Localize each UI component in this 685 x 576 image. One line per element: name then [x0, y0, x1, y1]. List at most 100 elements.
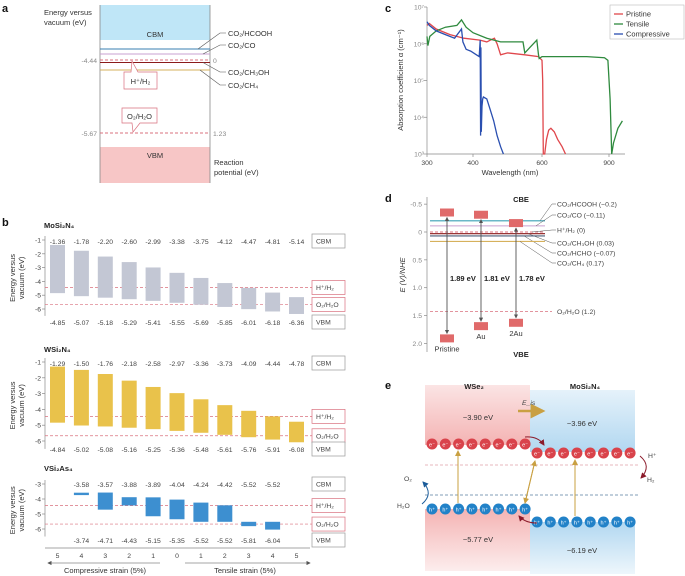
vbm-value: -5.61: [217, 447, 233, 454]
hole-circle: [439, 503, 451, 515]
hole-circle: [531, 516, 543, 528]
vbm-value: -5.55: [169, 320, 185, 327]
reference-label-h: H⁺/H₂: [316, 503, 334, 510]
vbm-value: -6.04: [265, 538, 281, 545]
level-label: H⁺/H₂ (0): [557, 228, 585, 235]
level-label: CO₂/HCOOH (−0.2): [557, 202, 617, 209]
band-bar: [193, 277, 209, 305]
x-tick-label: 3: [103, 553, 107, 560]
hole-circle: [466, 503, 478, 515]
label-co: CO₂/CO: [228, 41, 256, 50]
y-tick-label: 10⁴: [414, 115, 425, 122]
leader-co: [202, 44, 226, 55]
y-axis-label: E (V)/NHE: [398, 257, 407, 293]
level-label: CO₂/CH₃OH (0.03): [557, 241, 614, 248]
tensile-label: Tensile strain (5%): [214, 566, 276, 575]
reference-box-vbm: [311, 441, 346, 457]
hole-label: h⁺: [429, 506, 435, 513]
y-tick-label: 1.0: [413, 285, 423, 292]
cbm-value: -2.20: [98, 239, 114, 246]
hole-circle: [493, 503, 504, 515]
vbm-value: -6.08: [289, 447, 305, 454]
x-tick-label: 2: [127, 553, 131, 560]
recombination-arrow-down: [523, 460, 536, 504]
wse2-vb-energy: −5.77 eV: [463, 535, 493, 544]
cb-box: [509, 219, 523, 228]
cbm-value: -3.88: [121, 482, 137, 489]
band-bar: [121, 262, 137, 300]
hole-label: h⁺: [627, 519, 633, 526]
panel-d: d -0.5 0 0.5 1.0 1.5 2.0 E (V)/NHE CBE VBE CO₂/HC…: [385, 193, 617, 359]
x-tick-label: 4: [80, 553, 84, 560]
level-leader: [519, 241, 556, 264]
electron-circle: [611, 447, 623, 459]
vbm-label: VBM: [147, 151, 163, 160]
level-leader: [535, 214, 556, 227]
y-axis-label: Absorption coefficient α (cm⁻¹): [396, 29, 405, 131]
vbm-value: -5.35: [169, 538, 185, 545]
reference-box-h: [311, 409, 346, 424]
band-bar: [73, 492, 89, 496]
y-tick-label: 2.0: [413, 341, 423, 348]
band-gap-label: 1.78 eV: [519, 274, 545, 283]
wse2-cb-region: [425, 385, 530, 445]
h-plus-label: H⁺: [648, 453, 657, 460]
vbm-value: -5.07: [74, 320, 90, 327]
electron-label: e⁻: [614, 451, 620, 457]
vbm-value: -5.81: [241, 538, 257, 545]
legend-label-compressive: Compressive: [626, 30, 670, 39]
vbm-value: -5.41: [145, 320, 161, 327]
h2-label: H₂: [647, 477, 655, 484]
vbm-value: -5.16: [121, 447, 137, 454]
cbe-label: CBE: [513, 195, 529, 204]
y-label-line2: vacuum (eV): [44, 18, 87, 27]
electron-circle: [558, 447, 570, 459]
panel-label-b: b: [2, 217, 9, 229]
band-bar: [241, 521, 257, 527]
hole-label: h⁺: [509, 506, 515, 513]
hole-label: h⁺: [534, 519, 540, 526]
panel-label-d: d: [385, 193, 392, 205]
electron-label: e⁻: [574, 451, 580, 457]
band-bar: [241, 410, 257, 438]
mosi2n4-title: MoSi₂N₄: [570, 382, 601, 391]
x-tick-label: 1: [151, 553, 155, 560]
vbm-value: -4.71: [98, 538, 114, 545]
band-bar: [217, 405, 233, 435]
y-tick-label: -4: [35, 497, 41, 504]
cbm-region: [100, 5, 210, 40]
y-tick-label: -5: [35, 512, 41, 519]
band-bar: [217, 505, 233, 522]
band-bar: [193, 399, 209, 433]
vbm-value: -6.01: [241, 320, 257, 327]
h2o-label: H₂O: [397, 503, 410, 510]
cbm-value: -4.78: [289, 361, 305, 368]
hole-label: h⁺: [482, 506, 488, 513]
reference-label-o: O₂/H₂O: [316, 522, 339, 529]
band-bar: [265, 292, 281, 312]
panel-e: e WSe₂ MoSi₂N₄ −3.90 eV −3.96 eV −5.77 eV −6.…: [385, 380, 657, 574]
cbm-value: -3.57: [98, 482, 114, 489]
band-bar: [241, 287, 257, 310]
material-title: WSi₂N₄: [44, 345, 71, 354]
h-callout-label: H⁺/H₂: [131, 77, 151, 86]
hole-circle: [558, 516, 570, 528]
vbm-value: -5.18: [98, 320, 114, 327]
reference-box-cbm: [311, 355, 346, 371]
cbm-label: CBM: [147, 30, 164, 39]
hole-label: h⁺: [601, 519, 607, 526]
hole-circle: [624, 516, 636, 528]
cbm-value: -3.75: [193, 239, 209, 246]
hole-label: h⁺: [456, 506, 462, 513]
band-bar: [97, 256, 113, 298]
cbm-value: -2.60: [121, 239, 137, 246]
y-tick-label: -5: [35, 293, 41, 300]
o-vacuum-value: -5.67: [82, 131, 98, 138]
hole-circle: [479, 503, 491, 515]
hole-label: h⁺: [522, 506, 528, 513]
legend-box: [609, 4, 685, 40]
band-gap-label: 1.81 eV: [484, 274, 510, 283]
band-bar: [97, 492, 113, 510]
x-tick-label: 4: [271, 553, 275, 560]
cbm-value: -2.97: [169, 361, 185, 368]
